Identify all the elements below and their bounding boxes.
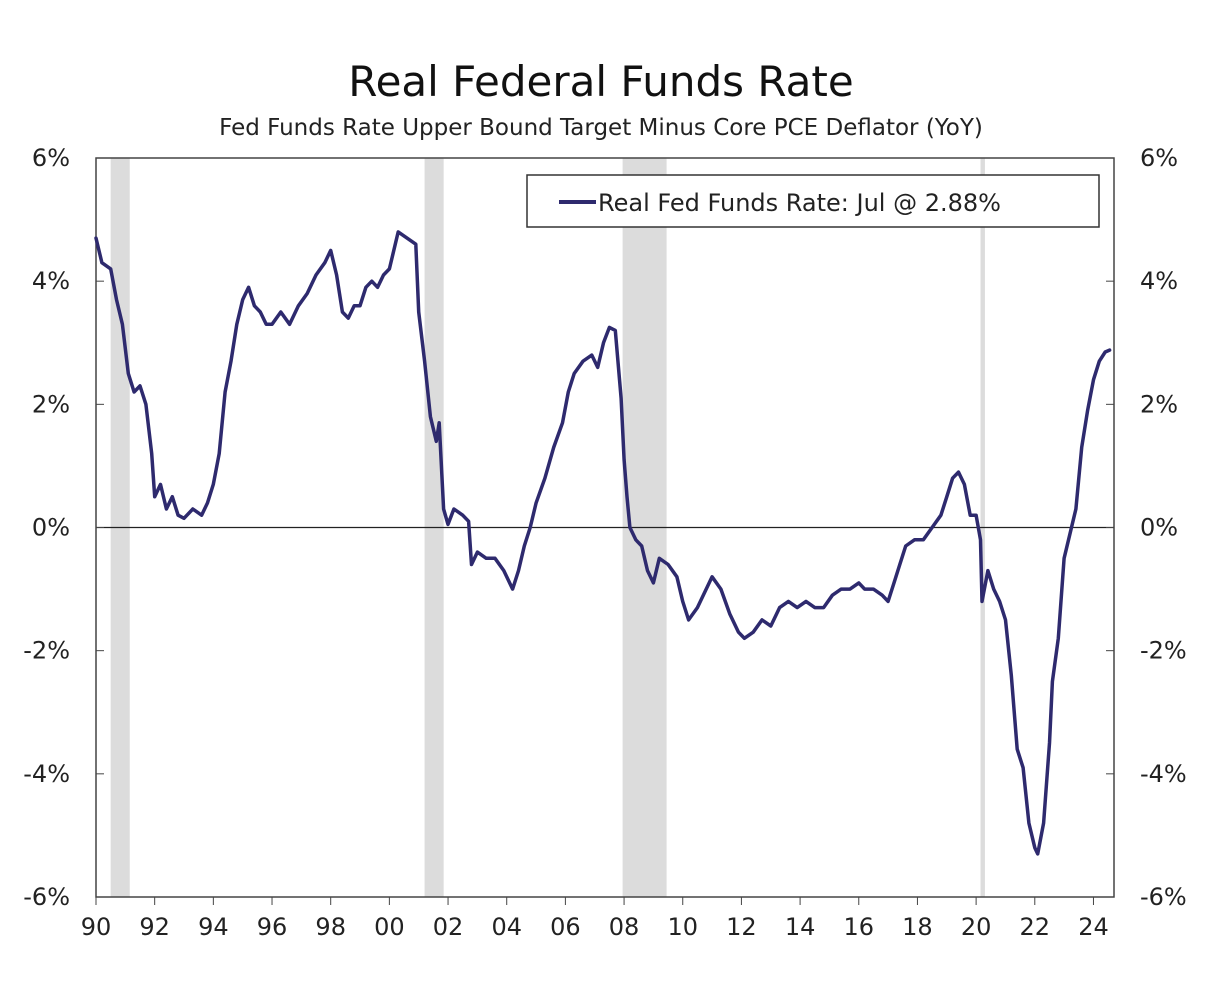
y-tick-label-left: -6% — [23, 883, 70, 911]
chart-frame: Real Federal Funds Rate Fed Funds Rate U… — [4, 30, 1204, 950]
y-tick-label-left: 2% — [32, 390, 70, 418]
x-tick-label: 04 — [491, 913, 522, 941]
y-tick-label-left: -2% — [23, 637, 70, 665]
x-tick-label: 20 — [961, 913, 992, 941]
series-line — [94, 230, 1112, 856]
axes: 6% 6% 4% 4% 2% 2% 0% 0% -2% -2% -4% -4% -6% -6% 90 92 94… — [23, 144, 1186, 941]
x-tick-label: 16 — [843, 913, 874, 941]
chart-subtitle: Fed Funds Rate Upper Bound Target Minus … — [219, 115, 983, 141]
x-tick-label: 98 — [315, 913, 346, 941]
x-tick-label: 10 — [667, 913, 698, 941]
y-tick-label-right: -2% — [1140, 637, 1187, 665]
x-tick-label: 92 — [139, 913, 170, 941]
x-tick-label: 18 — [902, 913, 933, 941]
y-tick-label-right: 2% — [1140, 390, 1178, 418]
x-tick-label: 24 — [1078, 913, 1109, 941]
chart-title: Real Federal Funds Rate — [348, 57, 853, 106]
legend: Real Fed Funds Rate: Jul @ 2.88% — [526, 174, 1100, 228]
x-tick-label: 14 — [785, 913, 816, 941]
y-tick-label-right: -6% — [1140, 883, 1187, 911]
x-tick-label: 96 — [257, 913, 288, 941]
x-tick-label: 12 — [726, 913, 757, 941]
x-tick-label: 08 — [609, 913, 640, 941]
series-layer — [94, 230, 1112, 856]
y-tick-label-left: -4% — [23, 760, 70, 788]
y-tick-label-left: 6% — [32, 144, 70, 172]
x-tick-label: 22 — [1020, 913, 1051, 941]
y-tick-label-right: 4% — [1140, 267, 1178, 295]
x-tick-label: 00 — [374, 913, 405, 941]
x-tick-label: 94 — [198, 913, 229, 941]
legend-label: Real Fed Funds Rate: Jul @ 2.88% — [598, 189, 1001, 217]
y-tick-label-right: 0% — [1140, 514, 1178, 542]
legend-box — [526, 174, 1100, 228]
x-tick-label: 90 — [81, 913, 112, 941]
x-tick-label: 02 — [433, 913, 464, 941]
y-tick-label-left: 4% — [32, 267, 70, 295]
y-tick-label-right: 6% — [1140, 144, 1178, 172]
x-tick-label: 06 — [550, 913, 581, 941]
y-tick-label-left: 0% — [32, 514, 70, 542]
y-tick-label-right: -4% — [1140, 760, 1187, 788]
chart-svg: Real Federal Funds Rate Fed Funds Rate U… — [23, 57, 1186, 941]
